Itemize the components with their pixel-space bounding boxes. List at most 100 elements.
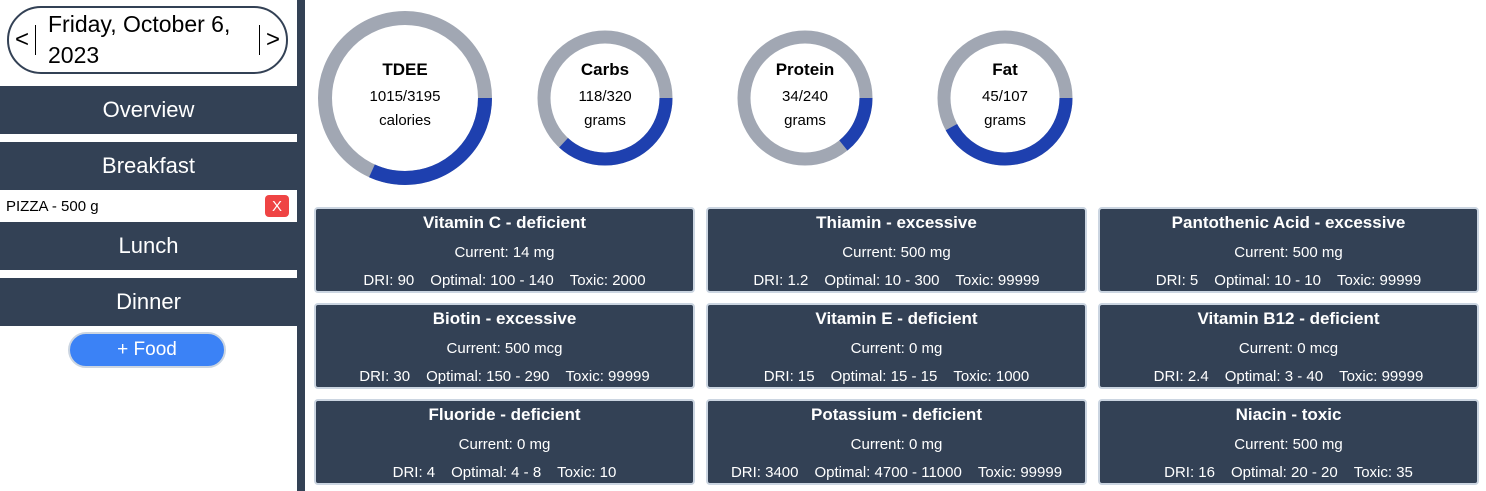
nutrient-dri: DRI: 5 <box>1155 272 1199 289</box>
nutrient-optimal: Optimal: 15 - 15 <box>830 368 938 385</box>
ring-tdee: TDEE 1015/3195 calories <box>311 4 499 192</box>
nutrient-dri: DRI: 30 <box>359 368 411 385</box>
nutrient-title: Niacin - toxic <box>1235 405 1342 424</box>
nutrient-stats: DRI: 90 Optimal: 100 - 140 Toxic: 2000 <box>316 272 693 289</box>
ring-chart <box>737 30 873 166</box>
nutrient-card: Niacin - toxic Current: 500 mg DRI: 16 Opti… <box>1098 399 1479 485</box>
nutrient-card: Biotin - excessive Current: 500 mcg DRI: 3… <box>314 303 695 389</box>
nutrient-card: Vitamin E - deficient Current: 0 mg DRI: 1… <box>706 303 1087 389</box>
ring-fat: Fat 45/107 grams <box>931 24 1079 172</box>
ring-title: Protein <box>775 60 835 79</box>
nutrient-current: Current: 14 mg <box>454 244 555 261</box>
nutrient-current: Current: 500 mg <box>842 244 951 261</box>
ring-title: Fat <box>992 60 1018 79</box>
nutrient-stats: DRI: 1.2 Optimal: 10 - 300 Toxic: 99999 <box>708 272 1085 289</box>
nutrient-toxic: Toxic: 99999 <box>1337 272 1422 289</box>
nutrient-dri: DRI: 90 <box>363 272 415 289</box>
add-food-button[interactable]: + Food <box>68 332 226 368</box>
food-item-label: PIZZA - 500 g <box>6 197 99 215</box>
ring-title: Carbs <box>580 60 630 79</box>
nutrient-optimal: Optimal: 3 - 40 <box>1224 368 1324 385</box>
nutrient-current: Current: 500 mg <box>1234 436 1343 453</box>
dinner-section-button[interactable]: Dinner <box>0 278 297 326</box>
ring-progress <box>318 11 492 185</box>
nutrient-title: Potassium - deficient <box>811 405 982 424</box>
nutrient-dri: DRI: 3400 <box>730 464 799 481</box>
nutrient-optimal: Optimal: 100 - 140 <box>430 272 554 289</box>
ring-chart <box>537 30 673 166</box>
date-navigator: < Friday, October 6, 2023 > <box>7 6 288 74</box>
nutrient-optimal: Optimal: 150 - 290 <box>426 368 550 385</box>
nutrient-toxic: Toxic: 1000 <box>953 368 1030 385</box>
nutrient-card: Vitamin C - deficient Current: 14 mg DRI: … <box>314 207 695 293</box>
nutrient-current: Current: 0 mg <box>850 340 943 357</box>
ring-progress <box>737 30 873 166</box>
nutrient-card: Vitamin B12 - deficient Current: 0 mcg DRI… <box>1098 303 1479 389</box>
nutrient-stats: DRI: 5 Optimal: 10 - 10 Toxic: 99999 <box>1100 272 1477 289</box>
nutrient-stats: DRI: 3400 Optimal: 4700 - 11000 Toxic: 999… <box>708 464 1085 481</box>
ring-progress <box>537 30 673 166</box>
prev-day-button[interactable]: < <box>14 26 29 53</box>
ring-value: 45/107 <box>982 88 1028 105</box>
nutrient-optimal: Optimal: 10 - 10 <box>1214 272 1321 289</box>
nutrient-card: Fluoride - deficient Current: 0 mg DRI: 4 O… <box>314 399 695 485</box>
nav-separator-right <box>259 25 260 55</box>
ring-title: TDEE <box>382 60 428 79</box>
nutrient-stats: DRI: 4 Optimal: 4 - 8 Toxic: 10 <box>316 464 693 481</box>
nutrient-optimal: Optimal: 4700 - 11000 <box>814 464 962 481</box>
nutrient-stats: DRI: 2.4 Optimal: 3 - 40 Toxic: 99999 <box>1100 368 1477 385</box>
nutrient-toxic: Toxic: 35 <box>1353 464 1413 481</box>
nutrient-title: Vitamin B12 - deficient <box>1197 309 1380 328</box>
nutrient-title: Vitamin C - deficient <box>422 213 587 232</box>
ring-chart <box>318 11 492 185</box>
nav-separator-left <box>35 25 36 55</box>
nutrient-current: Current: 500 mg <box>1234 244 1343 261</box>
ring-value: 34/240 <box>782 88 828 105</box>
nutrient-dri: DRI: 15 <box>763 368 815 385</box>
nutrient-optimal: Optimal: 20 - 20 <box>1230 464 1338 481</box>
nutrient-toxic: Toxic: 99999 <box>955 272 1040 289</box>
nutrient-optimal: Optimal: 10 - 300 <box>824 272 940 289</box>
nutrient-title: Biotin - excessive <box>432 309 577 328</box>
food-item-row: PIZZA - 500 g X <box>0 190 297 222</box>
lunch-section-button[interactable]: Lunch <box>0 222 297 270</box>
ring-unit: grams <box>584 112 626 129</box>
ring-unit: calories <box>379 112 431 129</box>
nutrient-card: Pantothenic Acid - excessive Current: 500… <box>1098 207 1479 293</box>
ring-value: 1015/3195 <box>369 88 441 105</box>
ring-unit: grams <box>784 112 826 129</box>
nutrient-toxic: Toxic: 99999 <box>1339 368 1424 385</box>
nutrient-toxic: Toxic: 99999 <box>977 464 1063 481</box>
nutrient-current: Current: 500 mcg <box>446 340 563 357</box>
nutrient-optimal: Optimal: 4 - 8 <box>451 464 542 481</box>
nutrient-current: Current: 0 mg <box>458 436 551 453</box>
breakfast-section-button[interactable]: Breakfast <box>0 142 297 190</box>
nutrient-dri: DRI: 4 <box>392 464 436 481</box>
sidebar: < Friday, October 6, 2023 > Overview Bre… <box>0 0 297 491</box>
ring-carbs: Carbs 118/320 grams <box>531 24 679 172</box>
nutrient-stats: DRI: 16 Optimal: 20 - 20 Toxic: 35 <box>1100 464 1477 481</box>
remove-food-button[interactable]: X <box>265 195 289 217</box>
nutrient-dri: DRI: 2.4 <box>1153 368 1209 385</box>
nutrient-toxic: Toxic: 99999 <box>565 368 650 385</box>
ring-progress <box>937 30 1073 166</box>
sidebar-divider <box>297 0 305 491</box>
nutrient-dri: DRI: 16 <box>1164 464 1215 481</box>
nutrient-toxic: Toxic: 10 <box>557 464 617 481</box>
current-date: Friday, October 6, 2023 <box>48 11 231 68</box>
nutrient-current: Current: 0 mg <box>850 436 943 453</box>
nutrient-title: Fluoride - deficient <box>428 405 581 424</box>
ring-unit: grams <box>984 112 1026 129</box>
nutrient-card: Potassium - deficient Current: 0 mg DRI: 3… <box>706 399 1087 485</box>
ring-chart <box>937 30 1073 166</box>
nutrient-stats: DRI: 30 Optimal: 150 - 290 Toxic: 99999 <box>316 368 693 385</box>
overview-button[interactable]: Overview <box>0 86 297 134</box>
nutrient-current: Current: 0 mcg <box>1238 340 1339 357</box>
ring-protein: Protein 34/240 grams <box>731 24 879 172</box>
nutrient-stats: DRI: 15 Optimal: 15 - 15 Toxic: 1000 <box>708 368 1085 385</box>
ring-value: 118/320 <box>578 88 632 105</box>
nutrient-title: Pantothenic Acid - excessive <box>1171 213 1406 232</box>
nutrient-toxic: Toxic: 2000 <box>569 272 646 289</box>
next-day-button[interactable]: > <box>265 26 280 53</box>
nutrient-title: Vitamin E - deficient <box>815 309 978 328</box>
